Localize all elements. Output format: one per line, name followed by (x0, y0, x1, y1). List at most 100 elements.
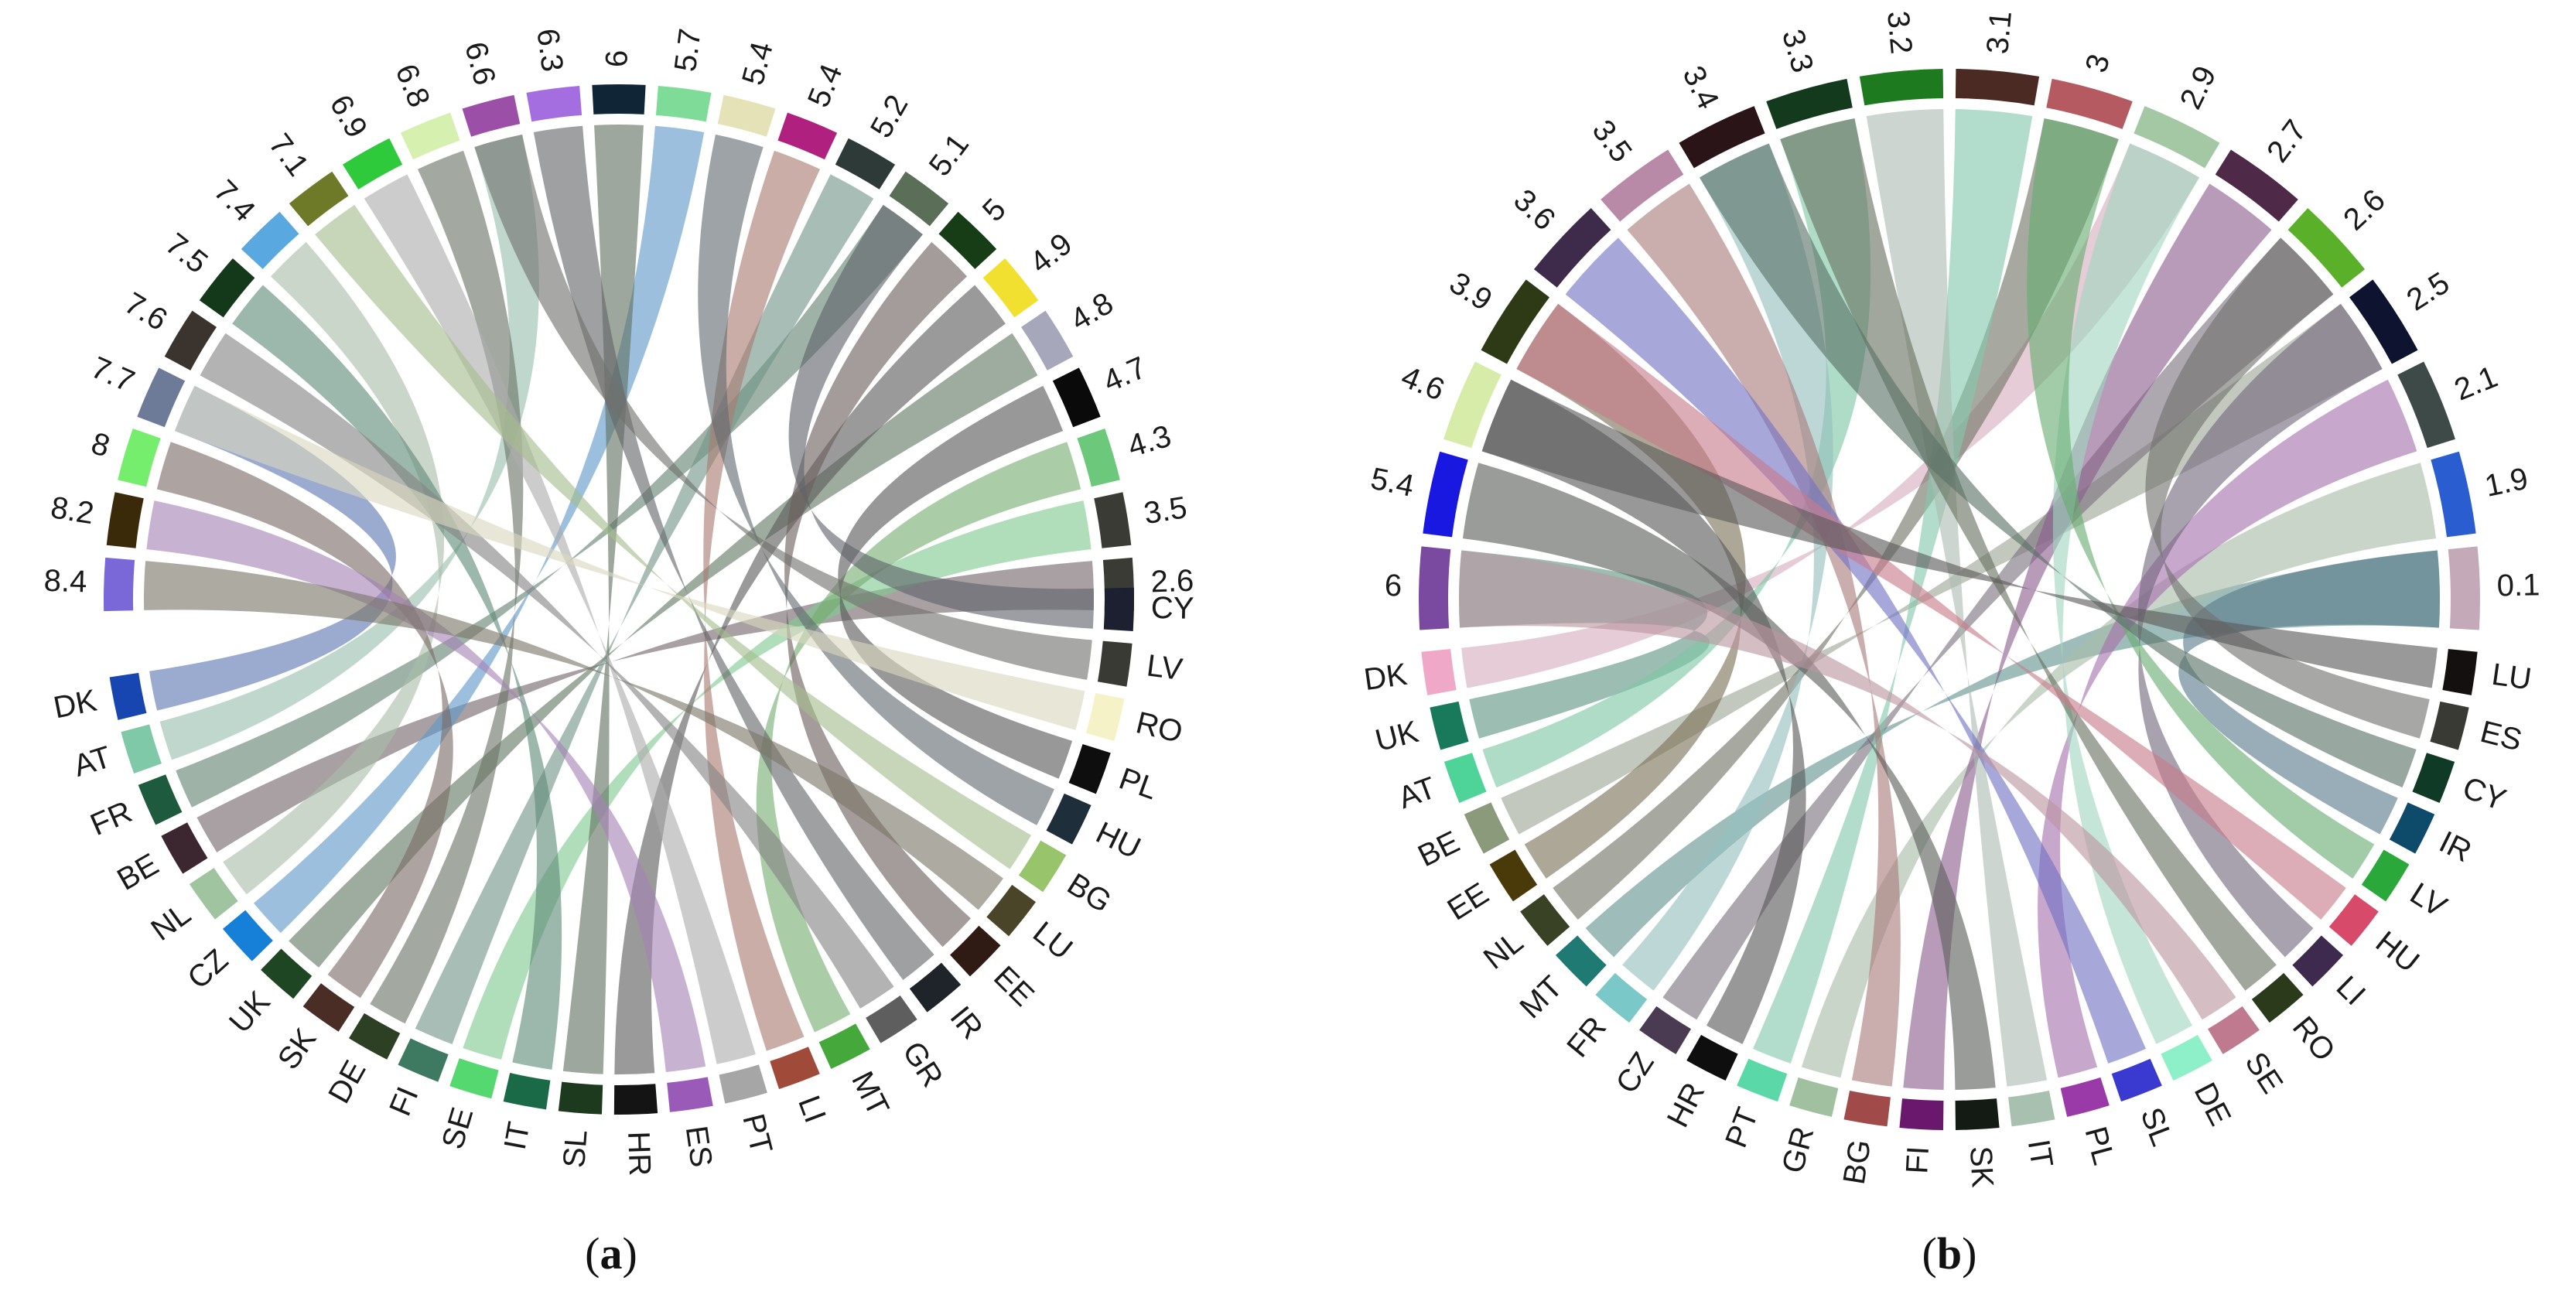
ring-segment-country-it-11 (503, 1073, 551, 1110)
ring-segment-value-8 (342, 138, 403, 190)
ring-segment-country-pl-16 (2060, 1077, 2110, 1117)
ring-segment-value-21 (1052, 367, 1101, 428)
ring-segment-country-lu-27 (2442, 648, 2478, 695)
ring-label-value-15: 5.4 (801, 60, 849, 112)
ring-label-country-at-2: AT (1394, 770, 1440, 815)
ring-segment-country-mt-17 (818, 1023, 870, 1069)
ring-label-value-24: 2.6 (1150, 564, 1194, 599)
ring-segment-country-dk-0 (109, 672, 147, 720)
ring-segment-value-9 (400, 112, 460, 160)
ring-label-value-7: 3.3 (1775, 26, 1819, 76)
ring-segment-country-at-1 (121, 724, 162, 774)
chord-ribbon-cy (1699, 143, 2417, 788)
ring-label-country-pl-24: PL (1115, 761, 1162, 806)
ring-label-country-fr-7: FR (1560, 1010, 1613, 1064)
chord-ribbon-ro (1780, 118, 2277, 991)
ring-label-value-16: 1.9 (2482, 462, 2530, 504)
ring-label-country-hr-13: HR (621, 1131, 657, 1177)
chord-ribbon-lv (2027, 118, 2375, 879)
ring-label-country-gr-18: GR (896, 1036, 950, 1093)
ring-label-country-it-11: IT (498, 1119, 537, 1153)
ring-label-value-22: 4.3 (1124, 419, 1175, 464)
ring-segment-country-li-21 (2292, 935, 2344, 987)
ring-label-value-20: 4.8 (1064, 286, 1119, 337)
ring-segment-country-sl-17 (2111, 1058, 2162, 1102)
ring-label-value-9: 6.8 (388, 60, 436, 112)
ring-segment-country-fi-9 (398, 1038, 449, 1082)
ring-segment-country-nl-4 (189, 867, 238, 920)
ring-segment-country-pt-15 (719, 1064, 767, 1104)
ring-segment-country-pt-10 (1737, 1058, 1788, 1102)
chord-diagram-a: 8.4 8.2 8 7.7 7.6 7.57.47.16.9 6.8 6.6 6.3 6 5.7 5.… (43, 26, 1194, 1177)
ring-segment-country-hu-23 (1046, 793, 1092, 845)
ring-segment-value-16 (2431, 451, 2476, 538)
ring-label-value-7: 7.1 (262, 128, 316, 183)
ring-label-value-15: 2.1 (2450, 360, 2503, 408)
ring-label-country-be-3: BE (111, 847, 164, 897)
ring-segment-value-8 (1859, 69, 1944, 106)
ring-label-value-18: 5 (976, 192, 1013, 228)
ring-label-value-8: 3.2 (1881, 9, 1918, 55)
chord-ribbon-nl (223, 241, 445, 895)
chord-ribbon-ir (2178, 550, 2440, 835)
ring-label-country-fr-2: FR (86, 794, 137, 842)
ring-label-country-dk-0: DK (1362, 657, 1409, 697)
ring-segment-value-17 (889, 171, 949, 227)
ring-segment-value-6 (1679, 106, 1765, 169)
ring-segment-value-17 (2448, 546, 2481, 630)
ring-label-country-sk-14: SK (1963, 1146, 2000, 1189)
panel-label-b: (b) (1922, 1228, 1977, 1279)
chord-ribbon-cz (253, 125, 705, 934)
chord-ribbon-bg (315, 204, 1032, 869)
ring-segment-value-14 (2349, 279, 2418, 364)
ring-segment-country-hr-9 (1686, 1034, 1738, 1081)
chord-ribbon-fi (1903, 183, 2272, 1090)
chord-ribbon-lu (144, 561, 1003, 910)
ring-segment-country-cz-5 (222, 910, 273, 961)
ring-segment-country-bg-22 (1018, 840, 1067, 893)
ring-segment-value-2 (118, 429, 161, 487)
ring-segment-country-lu-21 (986, 884, 1037, 937)
ring-label-value-12: 2.7 (2260, 114, 2313, 169)
ring-segment-value-7 (1766, 78, 1853, 129)
ring-segment-country-fr-2 (138, 774, 183, 825)
ring-segment-value-4 (1533, 208, 1611, 288)
ring-label-country-lu-27: LU (2489, 657, 2533, 697)
ring-label-value-5: 7.5 (159, 227, 214, 280)
chord-ribbon-hu (1516, 303, 2346, 920)
ring-label-country-mt-17: MT (845, 1066, 895, 1121)
ring-label-value-14: 5.4 (736, 39, 780, 89)
ring-segment-country-it-15 (2008, 1091, 2055, 1127)
ring-label-country-ro-20: RO (2286, 1010, 2342, 1067)
chord-ribbon-se (463, 500, 1092, 1060)
ring-label-country-cy-25: CY (2458, 770, 2510, 817)
ring-label-country-pt-10: PT (1719, 1103, 1765, 1153)
ring-label-country-pl-16: PL (2078, 1123, 2120, 1169)
ring-segment-country-se-19 (2207, 1006, 2260, 1054)
ring-segment-country-ir-19 (909, 962, 962, 1013)
ring-segment-country-be-3 (161, 822, 208, 874)
ring-segment-country-ro-25 (1085, 693, 1125, 742)
ring-label-country-se-10: SE (436, 1104, 480, 1153)
ring-label-value-12: 6 (600, 50, 634, 67)
chord-ribbon-cy (788, 204, 1094, 629)
ring-label-country-be-3: BE (1413, 825, 1464, 873)
ring-label-country-de-18: DE (2188, 1077, 2238, 1132)
chord-ribbon-de (2052, 143, 2200, 1044)
ring-label-country-nl-5: NL (1478, 925, 1529, 976)
ring-segment-value-4 (164, 310, 217, 371)
ring-segment-country-sl-12 (558, 1081, 603, 1115)
chord-ribbon-hu (698, 134, 1054, 825)
ring-label-country-uk-1: UK (1372, 715, 1422, 758)
ring-label-value-11: 2.9 (2174, 61, 2223, 114)
ring-segment-country-cz-8 (1639, 1006, 1692, 1054)
ring-segment-value-14 (717, 94, 776, 137)
ring-label-country-ee-4: EE (1442, 876, 1495, 927)
chord-ribbons-a (144, 125, 1094, 1074)
ring-segment-value-13 (655, 85, 712, 122)
ring-label-country-es-14: ES (679, 1124, 719, 1170)
ring-label-country-ir-19: IR (943, 1000, 989, 1046)
chord-ribbon-gr (200, 333, 894, 1009)
chord-ribbon-bg (1627, 183, 1901, 1087)
